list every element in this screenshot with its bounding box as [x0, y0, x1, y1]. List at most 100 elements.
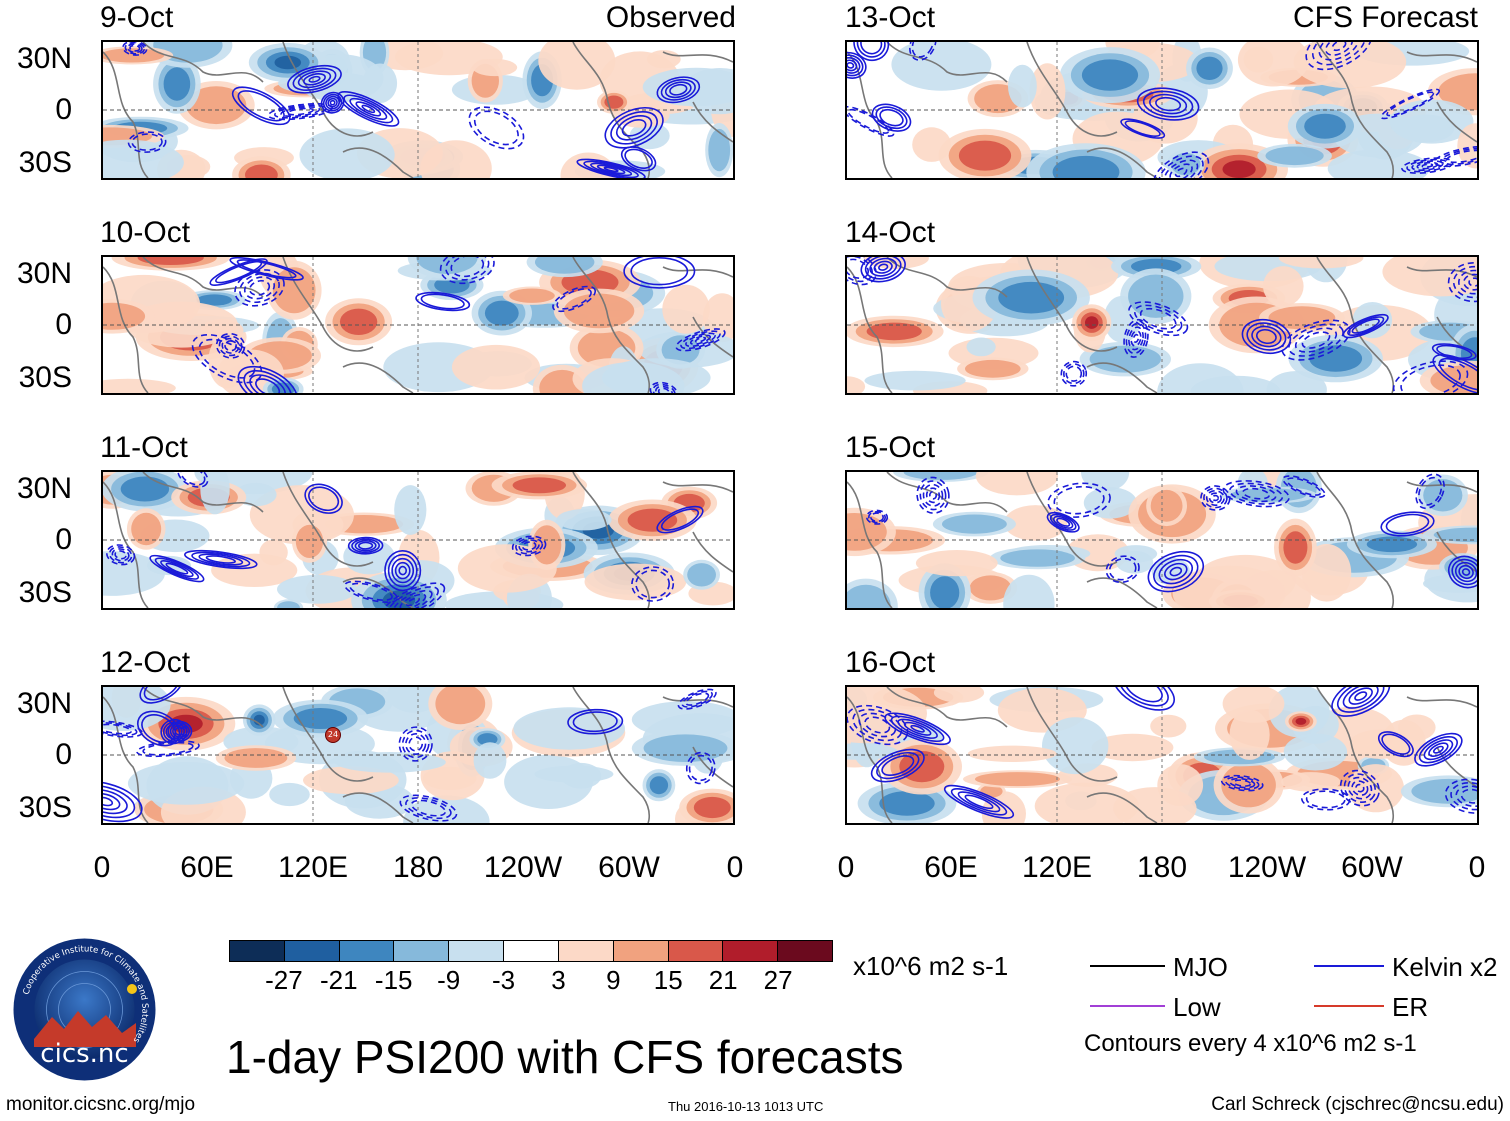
kelvin-contour: [853, 42, 890, 62]
contour-note: Contours every 4 x10^6 m2 s-1: [1084, 1030, 1417, 1057]
kelvin-contour: [1142, 90, 1194, 118]
kelvin-contour: [1246, 322, 1287, 351]
coastline: [847, 266, 893, 393]
storm-marker-icon: 24: [325, 727, 341, 743]
coastline: [1406, 51, 1477, 63]
kelvin-contour: [1241, 318, 1292, 355]
kelvin-contour: [852, 708, 903, 742]
anomaly-blob: [277, 601, 300, 608]
anomaly-blob: [903, 472, 978, 480]
coastlines: [103, 687, 733, 823]
footer-url[interactable]: monitor.cicsnc.org/mjo: [6, 1094, 196, 1115]
anomaly-blob: [339, 308, 378, 335]
kelvin-contour: [386, 586, 439, 608]
coastline: [1316, 42, 1395, 178]
kelvin-contour: [297, 70, 332, 89]
anomaly-blob: [1128, 274, 1184, 318]
coastline: [1086, 792, 1158, 823]
anomaly-blob: [975, 472, 1058, 496]
kelvin-contour: [399, 593, 427, 608]
kelvin-contour: [229, 257, 304, 281]
kelvin-contour: [664, 81, 692, 99]
kelvin-contour: [391, 557, 415, 584]
anomaly-blob: [299, 128, 395, 178]
kelvin-contour: [255, 378, 281, 393]
coastline: [282, 687, 374, 782]
anomaly-blob: [535, 257, 595, 274]
kelvin-contour: [860, 257, 906, 283]
anomaly-blob: [295, 524, 324, 558]
anomaly-blob: [1229, 709, 1270, 760]
logo-text: cics.nc: [40, 1039, 128, 1069]
kelvin-contour: [847, 257, 877, 286]
kelvin-contour: [1343, 773, 1377, 804]
anomaly-blob: [137, 257, 204, 265]
coastline: [282, 472, 374, 567]
anomaly-blob: [933, 687, 985, 703]
anomaly-blob: [1295, 717, 1307, 725]
kelvin-contour: [1355, 783, 1365, 793]
kelvin-contour: [1047, 482, 1111, 518]
colorbar-tick-label: -9: [437, 965, 461, 995]
kelvin-contour: [1174, 167, 1188, 178]
lon-label: 180: [1136, 851, 1188, 884]
coastline: [572, 472, 651, 608]
coastline: [1086, 147, 1158, 178]
anomaly-blob: [915, 550, 998, 577]
anomaly-blob: [512, 477, 566, 494]
anomaly-blob: [1000, 549, 1075, 567]
coastline: [1316, 472, 1395, 608]
legend-label-kelvin: Kelvin x2: [1392, 952, 1498, 982]
kelvin-contour: [635, 569, 670, 599]
coastline: [1316, 257, 1395, 393]
kelvin-contour: [129, 44, 141, 52]
kelvin-contour: [1305, 42, 1373, 71]
kelvin-contour: [630, 257, 689, 286]
legend-swatch-mjo: [1090, 965, 1165, 967]
anomaly-blob: [1265, 146, 1324, 166]
kelvin-contour: [631, 566, 675, 602]
coastline: [692, 101, 733, 143]
coastline: [572, 687, 651, 823]
kelvin-contour: [1386, 91, 1435, 117]
kelvin-contour: [1440, 147, 1477, 166]
colorbar-swatch: [230, 941, 285, 961]
kelvin-contour: [399, 794, 458, 822]
anomaly-blob: [1196, 56, 1223, 80]
coastline: [1436, 101, 1477, 143]
kelvin-contour: [1342, 687, 1379, 709]
kelvin-contour: [1169, 163, 1193, 178]
lon-label: 0: [1468, 851, 1486, 884]
anomaly-blob: [1081, 59, 1139, 91]
kelvin-contour: [1463, 273, 1477, 291]
kelvin-contour: [103, 784, 136, 819]
kelvin-contour: [468, 106, 525, 150]
kelvin-contour: [349, 582, 393, 601]
anomaly-blob: [1190, 375, 1281, 393]
anomaly-blob: [477, 733, 498, 746]
kelvin-contours: [106, 472, 704, 608]
colorbar-tick-label: -27: [265, 965, 303, 995]
anomaly-blob: [362, 63, 398, 104]
coastline: [103, 266, 149, 393]
anomaly-blob: [269, 782, 310, 807]
kelvin-contour: [1125, 322, 1147, 355]
kelvin-contour: [165, 723, 183, 740]
kelvin-contour: [237, 365, 298, 393]
anomaly-blob: [1433, 527, 1477, 543]
anomaly-blob: [435, 687, 486, 725]
kelvin-contour: [450, 257, 485, 278]
colorbar: [229, 940, 833, 962]
kelvin-contour: [656, 76, 701, 104]
lon-label: 120W: [483, 851, 563, 884]
kelvin-contour: [925, 487, 941, 504]
colorbar-swatch: [613, 941, 669, 961]
kelvin-contour: [685, 751, 716, 785]
coastline: [342, 792, 414, 823]
kelvin-contour: [1423, 739, 1454, 761]
coastlines: [847, 472, 1477, 608]
kelvin-contour: [621, 118, 647, 137]
kelvin-contour: [660, 508, 700, 531]
kelvin-contour: [142, 741, 194, 756]
kelvin-contour: [198, 553, 244, 566]
